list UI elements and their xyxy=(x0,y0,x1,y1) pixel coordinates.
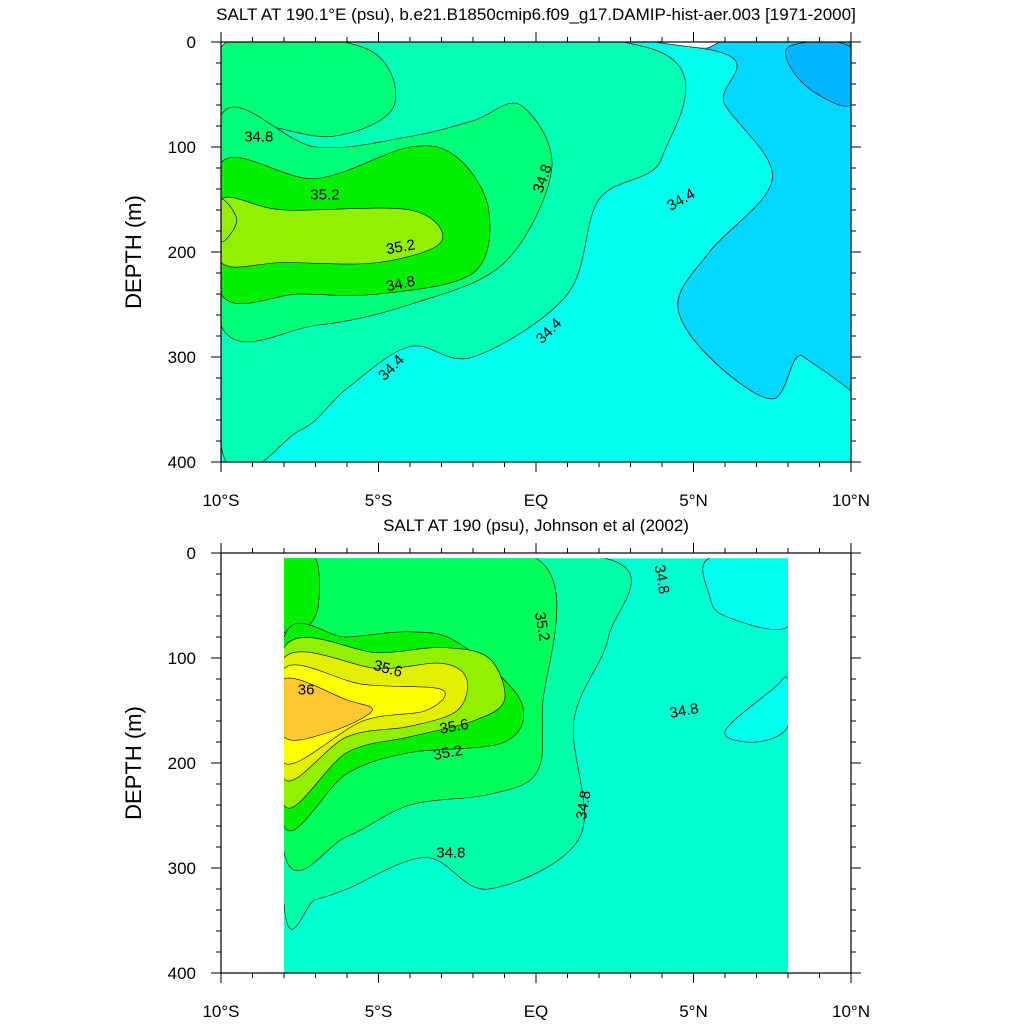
chart-title: SALT AT 190.1°E (psu), b.e21.B1850cmip6.… xyxy=(216,5,856,24)
contour-region-35.4 xyxy=(221,196,444,268)
contour-region-35.4 xyxy=(284,558,320,636)
contour-region-34.6 xyxy=(724,676,788,743)
contour-label: 34.8 xyxy=(651,564,673,596)
contour-region-36.2 xyxy=(284,677,373,741)
contour-label: 34.8 xyxy=(573,789,595,821)
chart-title: SALT AT 190 (psu), Johnson et al (2002) xyxy=(383,516,689,535)
contour-label: 36 xyxy=(298,682,315,699)
x-tick-label: EQ xyxy=(524,1002,549,1021)
x-tick-label: 10°S xyxy=(202,1002,239,1021)
contour-label: 35.2 xyxy=(432,742,464,764)
contour-region-35.6 xyxy=(221,198,238,243)
contour-label: 35.2 xyxy=(310,186,339,203)
contour-region-35 xyxy=(221,42,397,232)
contour-fills xyxy=(284,558,788,973)
y-axis-label: DEPTH (m) xyxy=(121,706,146,820)
chart-panel-1: SALT AT 190.1°E (psu), b.e21.B1850cmip6.… xyxy=(121,5,870,510)
x-tick-label: EQ xyxy=(524,491,549,510)
contour-region-34 xyxy=(785,42,851,107)
y-axis-label: DEPTH (m) xyxy=(121,195,146,309)
contour-label: 35.2 xyxy=(531,611,553,643)
x-tick-label: 10°S xyxy=(202,491,239,510)
y-tick-label: 100 xyxy=(168,649,196,668)
contour-label: 35.2 xyxy=(385,236,417,258)
y-tick-label: 300 xyxy=(168,859,196,878)
y-tick-label: 200 xyxy=(168,243,196,262)
y-tick-label: 400 xyxy=(168,964,196,983)
x-tick-label: 5°S xyxy=(365,1002,393,1021)
contour-label: 34.8 xyxy=(385,273,417,296)
chart-panel-2: SALT AT 190 (psu), Johnson et al (2002) 0… xyxy=(121,516,870,1021)
contour-label: 34.8 xyxy=(244,129,273,146)
y-tick-label: 100 xyxy=(168,138,196,157)
y-tick-label: 300 xyxy=(168,348,196,367)
contour-label: 35.6 xyxy=(372,657,405,681)
x-tick-label: 10°N xyxy=(832,1002,870,1021)
contour-label: 34.8 xyxy=(668,700,700,722)
x-tick-label: 5°N xyxy=(679,491,708,510)
y-tick-label: 400 xyxy=(168,453,196,472)
x-tick-label: 5°N xyxy=(679,1002,708,1021)
x-tick-label: 10°N xyxy=(832,491,870,510)
x-tick-label: 5°S xyxy=(365,491,393,510)
contour-label: 34.8 xyxy=(436,844,465,861)
contour-region-34.6 xyxy=(702,558,788,630)
contour-label: 35.6 xyxy=(438,716,470,738)
contour-fills xyxy=(221,42,851,462)
y-tick-label: 0 xyxy=(187,544,196,563)
y-tick-label: 0 xyxy=(187,33,196,52)
y-tick-label: 200 xyxy=(168,754,196,773)
